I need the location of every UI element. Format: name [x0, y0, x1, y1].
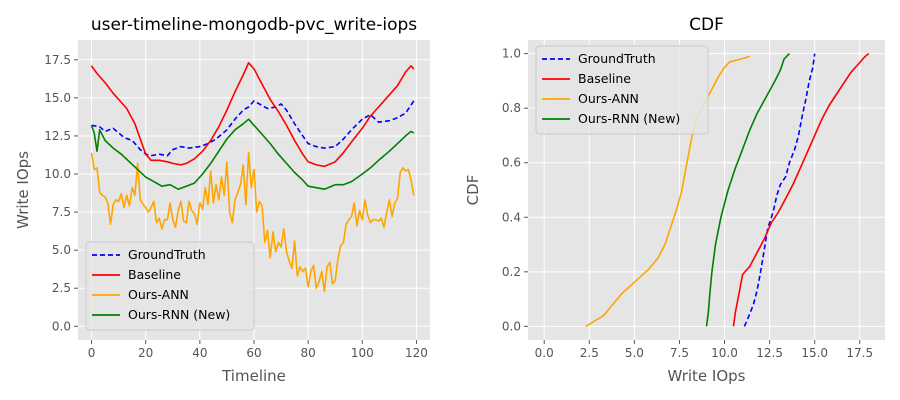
series-line-ours-ann	[585, 55, 751, 328]
legend-entry: Ours-RNN (New)	[128, 307, 230, 322]
y-tick-label: 0.2	[502, 265, 521, 279]
y-tick-label: 15.0	[44, 91, 71, 105]
legend-entry: Baseline	[128, 267, 181, 282]
legend-entry: Ours-ANN	[578, 91, 639, 106]
series-line-baseline	[732, 52, 870, 327]
x-tick-label: 5.0	[625, 346, 644, 360]
y-tick-label: 0.8	[502, 101, 521, 115]
x-tick-label: 20	[138, 346, 153, 360]
legend	[535, 45, 709, 135]
y-tick-label: 2.5	[52, 281, 71, 295]
series-line-groundtruth	[91, 100, 415, 157]
series-line-ours-rnn-new	[705, 53, 790, 327]
y-tick-label: 0.0	[502, 319, 521, 333]
x-axis-label: Write IOps	[668, 367, 746, 385]
chart-title: user-timeline-mongodb-pvc_write-iops	[91, 15, 417, 35]
chart-title: CDF	[689, 15, 724, 35]
x-tick-label: 120	[405, 346, 428, 360]
x-axis-label: Timeline	[221, 367, 286, 385]
legend-entry: Baseline	[578, 71, 631, 86]
legend	[85, 241, 255, 331]
x-tick-label: 2.5	[580, 346, 599, 360]
legend-entry: Ours-ANN	[128, 287, 189, 302]
y-tick-label: 0.4	[502, 210, 521, 224]
series-line-ours-rnn-new	[90, 118, 415, 190]
x-tick-label: 100	[351, 346, 374, 360]
x-tick-label: 60	[246, 346, 261, 360]
series-line-ours-ann	[90, 151, 415, 293]
x-tick-label: 15.0	[801, 346, 828, 360]
x-tick-label: 40	[192, 346, 207, 360]
x-tick-label: 12.5	[756, 346, 783, 360]
y-tick-label: 0.0	[52, 319, 71, 333]
y-tick-label: 1.0	[502, 47, 521, 61]
y-tick-label: 17.5	[44, 53, 71, 67]
x-tick-label: 10.0	[711, 346, 738, 360]
x-tick-label: 80	[301, 346, 316, 360]
y-axis-label: Write IOps	[14, 151, 32, 229]
x-tick-label: 0	[88, 346, 96, 360]
y-tick-label: 5.0	[52, 243, 71, 257]
legend-entry: GroundTruth	[578, 51, 656, 66]
y-tick-label: 10.0	[44, 167, 71, 181]
y-tick-label: 0.6	[502, 156, 521, 170]
y-tick-label: 12.5	[44, 129, 71, 143]
y-tick-label: 7.5	[52, 205, 71, 219]
x-tick-label: 7.5	[670, 346, 689, 360]
x-tick-label: 17.5	[846, 346, 873, 360]
series-line-groundtruth	[743, 53, 816, 327]
x-tick-label: 0.0	[535, 346, 554, 360]
legend-entry: GroundTruth	[128, 247, 206, 262]
legend-entry: Ours-RNN (New)	[578, 111, 680, 126]
y-axis-label: CDF	[464, 175, 482, 206]
series-line-baseline	[90, 62, 415, 168]
